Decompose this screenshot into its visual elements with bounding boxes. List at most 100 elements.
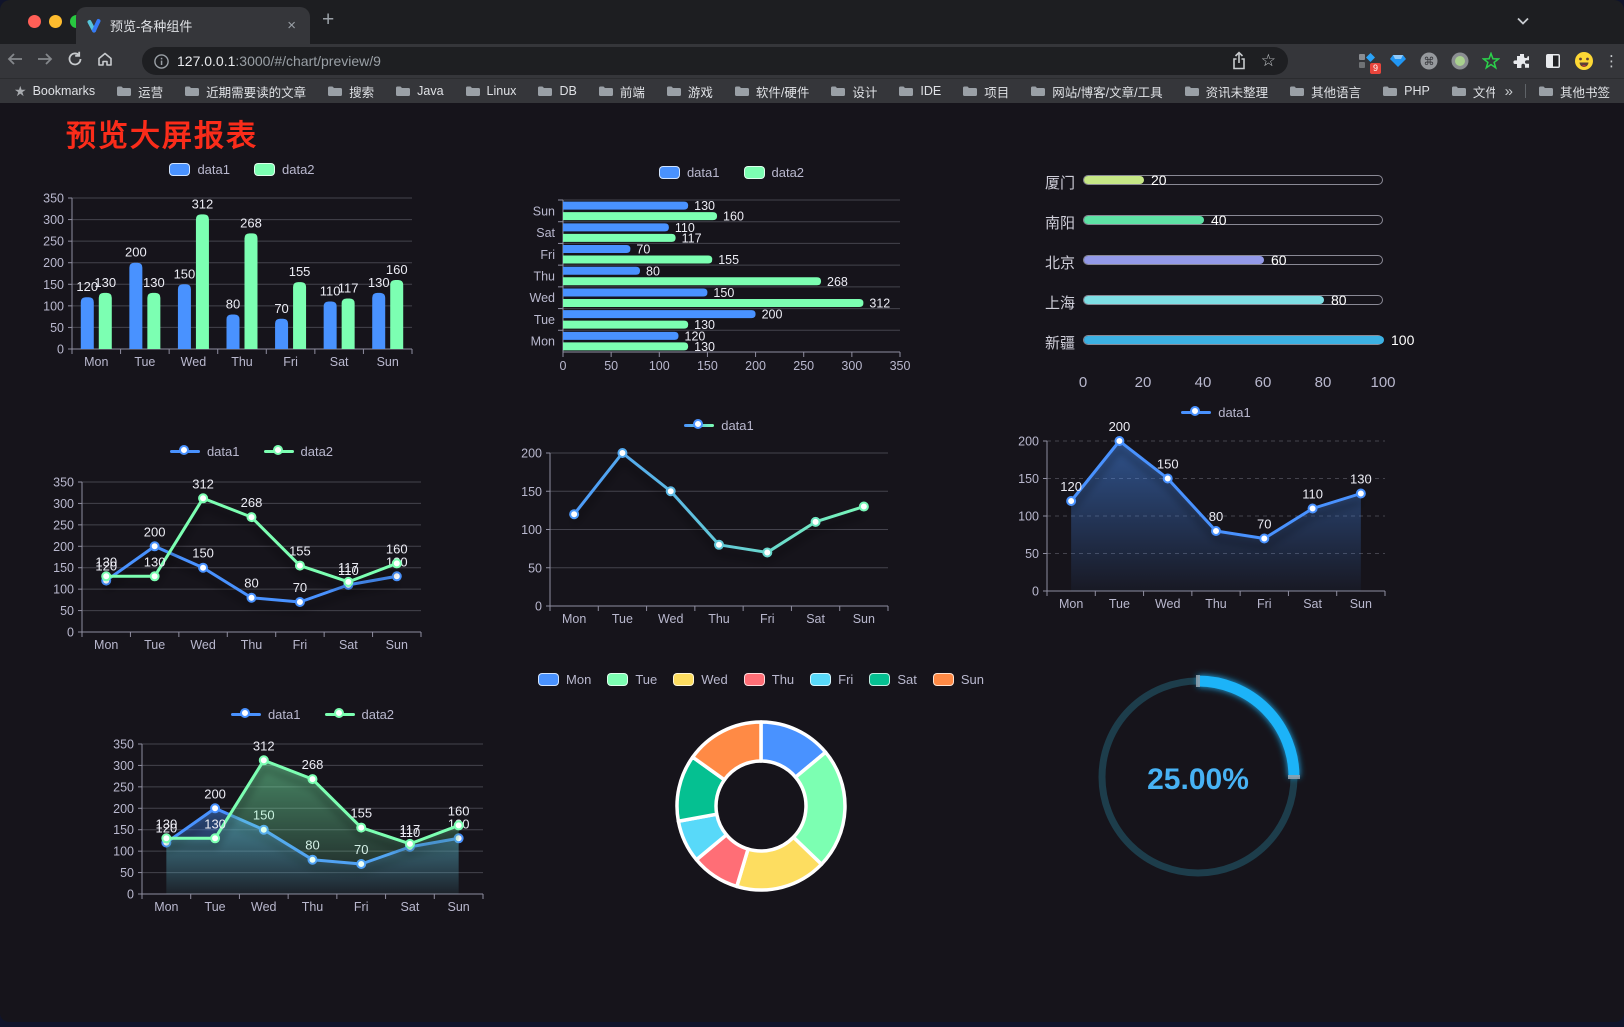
svg-text:200: 200 (204, 786, 226, 801)
bookmark-folder-item[interactable]: 项目 (962, 82, 1009, 101)
legend-item-Fri[interactable]: Fri (810, 672, 853, 687)
legend-item-data2[interactable]: data2 (743, 165, 804, 180)
area-two-canvas: 0 50 100 150 200 250 300 350 Mon Tue Wed Thu Fri Sat S… (113, 738, 484, 914)
bookmarks-root-item[interactable]: ★ Bookmarks (14, 82, 96, 99)
extension-star-icon[interactable] (1480, 50, 1502, 72)
bookmark-folder-item[interactable]: 游戏 (666, 82, 713, 101)
chart-area-two: data1 data2 0 50 100 150 200 250 300 350 Mon Tue Wed… (108, 702, 498, 917)
svg-text:Sun: Sun (377, 355, 399, 369)
svg-text:120: 120 (1060, 479, 1082, 494)
bookmark-folder-item[interactable]: 资讯未整理 (1184, 82, 1268, 101)
browser-menu-icon[interactable]: ⋮ (1604, 53, 1619, 70)
svg-text:Sun: Sun (448, 900, 470, 914)
bookmark-folder-item[interactable]: 搜索 (327, 82, 374, 101)
home-button[interactable] (90, 50, 120, 73)
bookmarks-star-icon: ★ (14, 82, 27, 99)
other-bookmarks-folder[interactable]: 其他书签 (1538, 82, 1610, 101)
svg-text:⌘: ⌘ (1424, 56, 1435, 68)
folder-icon (598, 86, 613, 96)
extension-gem-icon[interactable] (1387, 50, 1409, 72)
donut-slice-Sun (690, 720, 763, 782)
bookmark-folder-item[interactable]: PHP (1382, 84, 1430, 98)
share-icon[interactable] (1231, 51, 1247, 71)
extension-proxy-icon[interactable] (1449, 50, 1471, 72)
svg-text:Fri: Fri (540, 248, 555, 262)
svg-text:110: 110 (675, 221, 695, 235)
svg-text:Wed: Wed (658, 612, 684, 626)
bookmark-folder-item[interactable]: DB (537, 84, 577, 98)
legend-line-marker (169, 445, 200, 457)
bookmarks-list: ★ Bookmarks 运营 近期需要读的文章 搜索 Java Linux DB 前端 游戏 软件/… (14, 82, 1495, 101)
new-tab-button[interactable]: + (322, 8, 335, 31)
bookmarks-divider (1524, 84, 1526, 98)
address-bar[interactable]: 127.0.0.1:3000/#/chart/preview/9 ☆ (142, 47, 1288, 75)
svg-text:70: 70 (293, 580, 307, 595)
bookmarks-overflow-icon[interactable]: » (1504, 82, 1513, 100)
legend-item-Tue[interactable]: Tue (607, 672, 657, 687)
tab-search-chevron-icon[interactable] (1516, 16, 1530, 26)
bookmark-folder-item[interactable]: 软件/硬件 (734, 82, 809, 101)
bookmark-folder-item[interactable]: Linux (465, 84, 516, 98)
bookmark-folder-item[interactable]: 设计 (830, 82, 877, 101)
svg-text:250: 250 (43, 235, 64, 249)
legend-item-data1[interactable]: data1 (658, 165, 720, 180)
svg-text:80: 80 (646, 264, 660, 278)
extension-command-icon[interactable]: ⌘ (1418, 50, 1440, 72)
svg-text:250: 250 (113, 780, 134, 794)
bookmark-folder-item[interactable]: 其他语言 (1289, 82, 1361, 101)
progress-axis-tick: 20 (1134, 374, 1152, 391)
svg-text:80: 80 (1209, 509, 1223, 524)
tab-close-icon[interactable]: × (287, 17, 296, 34)
bookmark-folder-item[interactable]: 运营 (116, 82, 163, 101)
svg-text:160: 160 (448, 803, 470, 818)
legend-item-data1[interactable]: data1 (684, 418, 754, 433)
site-info-icon[interactable] (154, 53, 169, 69)
legend-item-data1[interactable]: data1 (169, 444, 240, 459)
bookmark-folder-item[interactable]: 网站/博客/文章/工具 (1030, 82, 1163, 101)
legend-item-Wed[interactable]: Wed (673, 672, 728, 687)
legend-item-Sat[interactable]: Sat (869, 672, 917, 687)
legend-item-data1[interactable]: data1 (169, 162, 230, 177)
bookmark-folder-item[interactable]: 前端 (598, 82, 645, 101)
svg-text:150: 150 (192, 546, 214, 561)
legend-swatch (169, 162, 191, 176)
bookmark-folder-item[interactable]: IDE (898, 84, 941, 98)
legend-item-data1[interactable]: data1 (230, 707, 301, 722)
close-window-button[interactable] (28, 15, 41, 28)
bookmark-folder-item[interactable]: Java (395, 84, 444, 98)
svg-text:268: 268 (302, 757, 324, 772)
bookmark-star-icon[interactable]: ☆ (1260, 51, 1276, 70)
browser-tab[interactable]: 预览-各种组件 × (76, 7, 310, 44)
svg-text:200: 200 (1109, 419, 1131, 434)
bookmarks-right: » 其他书签 (1505, 82, 1610, 101)
folder-icon (538, 86, 553, 96)
legend-item-data2[interactable]: data2 (254, 162, 315, 177)
svg-text:120: 120 (685, 329, 706, 343)
legend-item-Sun[interactable]: Sun (932, 672, 984, 687)
profile-avatar-icon[interactable] (1573, 50, 1595, 72)
back-button[interactable] (0, 51, 30, 72)
svg-text:155: 155 (289, 544, 311, 559)
svg-text:70: 70 (274, 301, 288, 316)
svg-text:150: 150 (713, 286, 734, 300)
svg-text:100: 100 (521, 523, 542, 537)
extension-grid-icon[interactable]: 9 (1356, 50, 1381, 74)
extension-darkmode-icon[interactable] (1542, 50, 1564, 72)
page-content: 预览大屏报表 data1 data2 0 50 100 150 200 250 300 350 Mo… (0, 103, 1624, 1022)
legend-item-data2[interactable]: data2 (324, 707, 394, 722)
legend-item-data2[interactable]: data2 (263, 444, 333, 459)
bookmark-folder-item[interactable]: 文件服务器 (1451, 82, 1495, 101)
svg-text:268: 268 (827, 275, 848, 289)
legend-item-data1[interactable]: data1 (1181, 405, 1251, 420)
svg-text:Fri: Fri (283, 355, 298, 369)
svg-text:110: 110 (338, 563, 359, 578)
extensions-puzzle-icon[interactable] (1511, 50, 1533, 72)
svg-text:Fri: Fri (1257, 597, 1272, 611)
forward-button[interactable] (30, 51, 60, 72)
minimize-window-button[interactable] (49, 15, 62, 28)
legend-item-Mon[interactable]: Mon (538, 672, 591, 687)
bookmark-folder-item[interactable]: 近期需要读的文章 (184, 82, 306, 101)
reload-button[interactable] (60, 50, 90, 73)
legend-item-Thu[interactable]: Thu (743, 672, 794, 687)
donut-canvas (675, 720, 847, 892)
